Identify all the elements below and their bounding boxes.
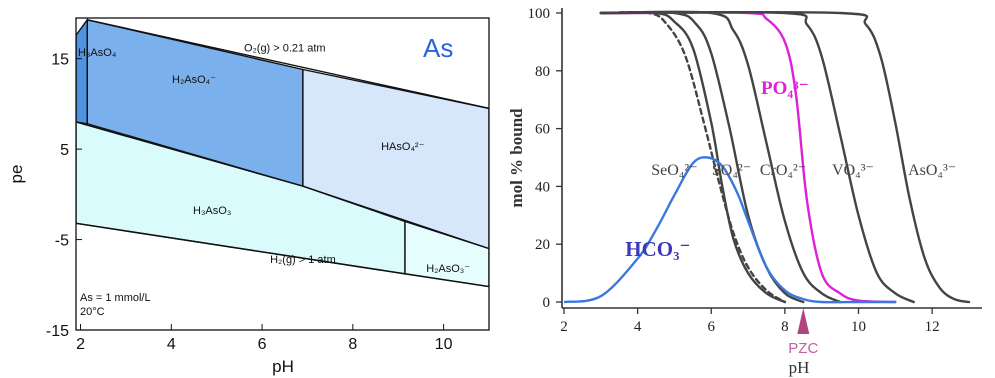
concentration-note: As = 1 mmol/L xyxy=(80,292,151,304)
left-axis-ticks: 2 4 6 8 10 -15 -5 5 15 xyxy=(46,52,453,353)
region-layer xyxy=(76,18,489,288)
series-so4-2 xyxy=(599,10,805,304)
region-label-h2aso3: H₂AsO₃⁻ xyxy=(426,263,470,275)
left-x-tick-label: 10 xyxy=(435,336,453,353)
left-y-tick-label: -5 xyxy=(55,233,69,250)
pzc-label: PZC xyxy=(788,340,818,357)
left-y-axis-label: pe xyxy=(7,165,26,184)
left-x-tick-label: 4 xyxy=(167,336,176,353)
right-plot-background xyxy=(564,8,980,308)
boundary-o2-g-0-21-atm xyxy=(87,19,489,110)
right-x-tick-label: 10 xyxy=(851,319,866,335)
right-y-tick-label: 20 xyxy=(535,237,550,253)
series-aso4-3 xyxy=(599,10,971,304)
adsorption-chart: 2 4 6 8 10 12 0 20 40 60 80 100 SeO₄²⁻ SO₄²⁻ CrO₄²⁻ PO… xyxy=(507,6,982,377)
series-label-cro4-2: CrO₄²⁻ xyxy=(760,162,806,179)
right-y-tick-label: 80 xyxy=(535,64,550,80)
region-h2aso3 xyxy=(404,220,489,288)
series-layer xyxy=(564,10,971,304)
region-label-haso4-2: HAsO₄²⁻ xyxy=(381,141,424,153)
right-y-tick-label: 40 xyxy=(535,179,550,195)
boundary-h2-g-1-atm xyxy=(76,222,489,288)
right-y-axis-label: mol % bound xyxy=(507,108,526,208)
pzc-triangle xyxy=(797,308,810,334)
line-label-h2-g-1-atm: H₂(g) > 1 atm xyxy=(270,254,336,266)
series-label-seo4-2: SeO₄²⁻ xyxy=(651,162,697,179)
boundary-lines xyxy=(76,19,489,288)
series-hco3 xyxy=(564,156,897,304)
temperature-note: 20°C xyxy=(80,306,105,318)
left-x-tick-label: 8 xyxy=(348,336,357,353)
right-x-tick-label: 6 xyxy=(708,319,716,335)
left-y-tick-label: -15 xyxy=(46,323,69,340)
right-x-tick-label: 2 xyxy=(560,319,568,335)
left-chart-title: As xyxy=(423,33,453,63)
left-x-axis-label: pH xyxy=(272,357,294,376)
right-x-axis-label: pH xyxy=(789,358,810,377)
left-x-tick-label: 6 xyxy=(258,336,267,353)
region-label-h3aso3: H₃AsO₃ xyxy=(193,205,231,217)
left-x-tick-label: 2 xyxy=(76,336,85,353)
right-axis-ticks: 2 4 6 8 10 12 0 20 40 60 80 100 xyxy=(528,6,940,335)
region-label-h2aso4: H₂AsO₄⁻ xyxy=(172,74,216,86)
series-label-vo4-3: VO₄³⁻ xyxy=(832,162,874,179)
region-label-h3aso4: H₃AsO₄ xyxy=(78,47,117,59)
series-label-hco3: HCO₃⁻ xyxy=(625,237,690,261)
series-label-po4-3: PO₄³⁻ xyxy=(761,78,809,99)
right-y-tick-label: 60 xyxy=(535,122,550,138)
series-label-aso4-3: AsO₄³⁻ xyxy=(908,162,956,179)
left-y-tick-label: 15 xyxy=(51,52,69,69)
series-label-so4-2: SO₄²⁻ xyxy=(712,162,751,179)
series-seo4-2 xyxy=(599,11,787,304)
right-y-tick-label: 100 xyxy=(528,6,551,22)
series-seo4-2-dashed xyxy=(599,10,787,304)
right-series-labels: SeO₄²⁻ SO₄²⁻ CrO₄²⁻ PO₄³⁻ VO₄³⁻ AsO₄³⁻ HCO₃⁻ xyxy=(625,78,956,261)
left-plot-frame xyxy=(75,17,490,331)
right-x-tick-label: 4 xyxy=(634,319,642,335)
right-y-tick-label: 0 xyxy=(543,295,551,311)
line-label-o2-g-0-21-atm: O₂(g) > 0.21 atm xyxy=(244,42,326,54)
right-x-tick-label: 12 xyxy=(925,319,940,335)
right-x-tick-label: 8 xyxy=(781,319,789,335)
region-h3aso4 xyxy=(76,18,89,125)
pzc-marker: PZC xyxy=(788,308,818,357)
left-region-labels: H₃AsO₄ H₂AsO₄⁻ HAsO₄²⁻ H₃AsO₃ H₂AsO₃⁻ O₂(g) >… xyxy=(78,42,470,275)
left-y-tick-label: 5 xyxy=(60,142,69,159)
